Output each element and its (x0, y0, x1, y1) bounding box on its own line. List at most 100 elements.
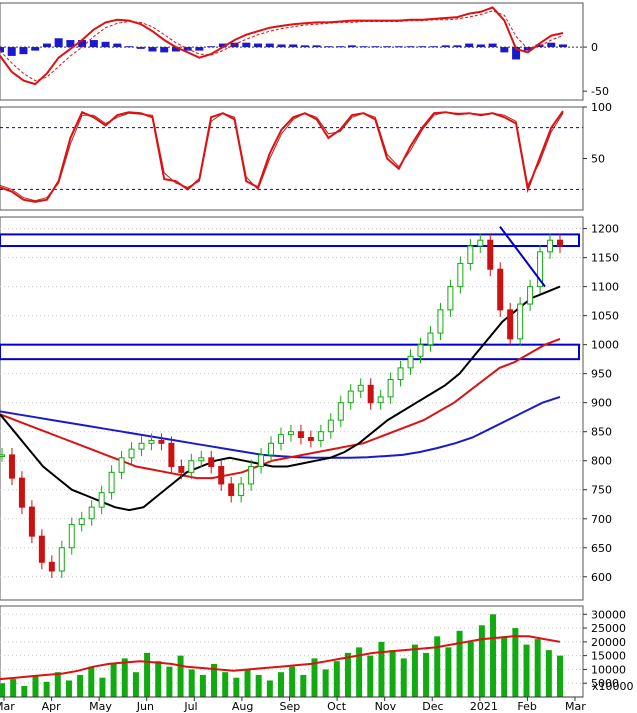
candle-body (178, 466, 185, 473)
macd-histogram-bar (441, 45, 450, 48)
macd-histogram-bar (347, 45, 356, 48)
candle-body (48, 561, 55, 572)
candle-body (8, 454, 15, 479)
volume-bar (10, 679, 17, 697)
volume-ytick-label: 10000 (591, 663, 626, 676)
macd-histogram-bar (488, 43, 497, 48)
macd-histogram-bar (113, 43, 122, 48)
candle-body (208, 457, 215, 468)
volume-bar (434, 636, 441, 697)
macd-histogram-bar (101, 41, 110, 48)
macd-ytick-label: -50 (591, 85, 609, 98)
volume-bar (211, 663, 218, 697)
volume-bar (32, 676, 39, 697)
macd-histogram-bar (383, 46, 392, 48)
macd-histogram-bar (429, 46, 438, 48)
macd-histogram-bar (265, 43, 274, 48)
volume-bar (378, 641, 385, 697)
volume-bar (333, 661, 340, 697)
volume-ytick-label: 20000 (591, 636, 626, 649)
candle-body (557, 239, 563, 247)
macd-histogram-bar (242, 42, 251, 48)
candle-body (357, 384, 364, 392)
candle-body (497, 268, 504, 311)
x-tick-label: Mar (565, 700, 586, 713)
macd-histogram-bar (148, 47, 157, 52)
candle-body (78, 518, 85, 526)
macd-histogram-bar (277, 44, 286, 48)
candle-body (268, 442, 275, 456)
candle-body (337, 402, 344, 421)
volume-bar (199, 674, 206, 697)
price-ytick-label: 700 (591, 513, 612, 526)
price-ytick-label: 600 (591, 571, 612, 584)
volume-bar (244, 669, 251, 697)
macd-histogram-bar (406, 46, 415, 48)
volume-bar (523, 644, 530, 697)
volume-bar (0, 683, 5, 697)
x-tick-label: Dec (422, 700, 443, 713)
price-ytick-label: 850 (591, 426, 612, 439)
macd-histogram-bar (418, 46, 427, 48)
volume-bar (77, 674, 84, 697)
candle-body (198, 457, 205, 462)
macd-histogram-bar (512, 47, 521, 60)
volume-bar (121, 658, 128, 697)
volume-ytick-label: 15000 (591, 650, 626, 663)
volume-bar (289, 666, 296, 697)
volume-ytick-label: 5000 (591, 677, 619, 690)
volume-bar (311, 658, 318, 697)
macd-histogram-bar (324, 46, 333, 48)
volume-bar (65, 680, 72, 697)
macd-histogram-bar (125, 46, 134, 48)
macd-histogram-bar (218, 43, 227, 48)
macd-histogram-bar (300, 45, 309, 48)
macd-signal-line (0, 10, 564, 82)
volume-bar (222, 672, 229, 697)
candle-body (0, 454, 5, 457)
candle-body (457, 262, 464, 288)
candle-body (68, 524, 75, 549)
candle-body (317, 431, 324, 441)
candle-body (407, 355, 414, 369)
macd-histogram-bar (42, 43, 51, 48)
x-tick-label: Sep (280, 700, 301, 713)
candle-body (517, 303, 524, 340)
x-tick-label: Oct (327, 700, 347, 713)
macd-histogram-bar (160, 47, 169, 53)
candle-body (38, 535, 45, 563)
volume-bar (188, 669, 195, 697)
candle-body (158, 439, 165, 444)
volume-ytick-label: 30000 (591, 608, 626, 621)
macd-histogram-bar (289, 44, 298, 48)
x-tick-label: 2021 (470, 700, 498, 713)
volume-bar (255, 674, 262, 697)
price-ytick-label: 1050 (591, 310, 619, 323)
volume-bar (356, 647, 363, 697)
macd-histogram-bar (336, 46, 345, 48)
volume-bar (43, 681, 50, 697)
volume-bar (512, 628, 519, 697)
candle-body (377, 396, 384, 404)
volume-ytick-label: 25000 (591, 622, 626, 635)
candle-body (168, 442, 175, 468)
volume-bar (155, 661, 162, 697)
x-tick-label: Feb (517, 700, 536, 713)
x-tick-label: Apr (42, 700, 62, 713)
macd-histogram-bar (476, 44, 485, 48)
x-tick-label: Aug (232, 700, 253, 713)
macd-histogram-bar (394, 46, 403, 48)
candle-body (287, 431, 294, 436)
volume-bar (467, 641, 474, 697)
trendline (499, 226, 546, 288)
candle-body (297, 431, 304, 439)
volume-bar (545, 650, 552, 697)
candle-body (138, 442, 145, 450)
macd-line (0, 6, 564, 86)
macd-histogram-bar (78, 40, 87, 48)
candle-body (118, 457, 125, 473)
macd-histogram-bar (500, 47, 509, 53)
macd-histogram-bar (31, 47, 40, 51)
x-tick-label: Jun (136, 700, 154, 713)
